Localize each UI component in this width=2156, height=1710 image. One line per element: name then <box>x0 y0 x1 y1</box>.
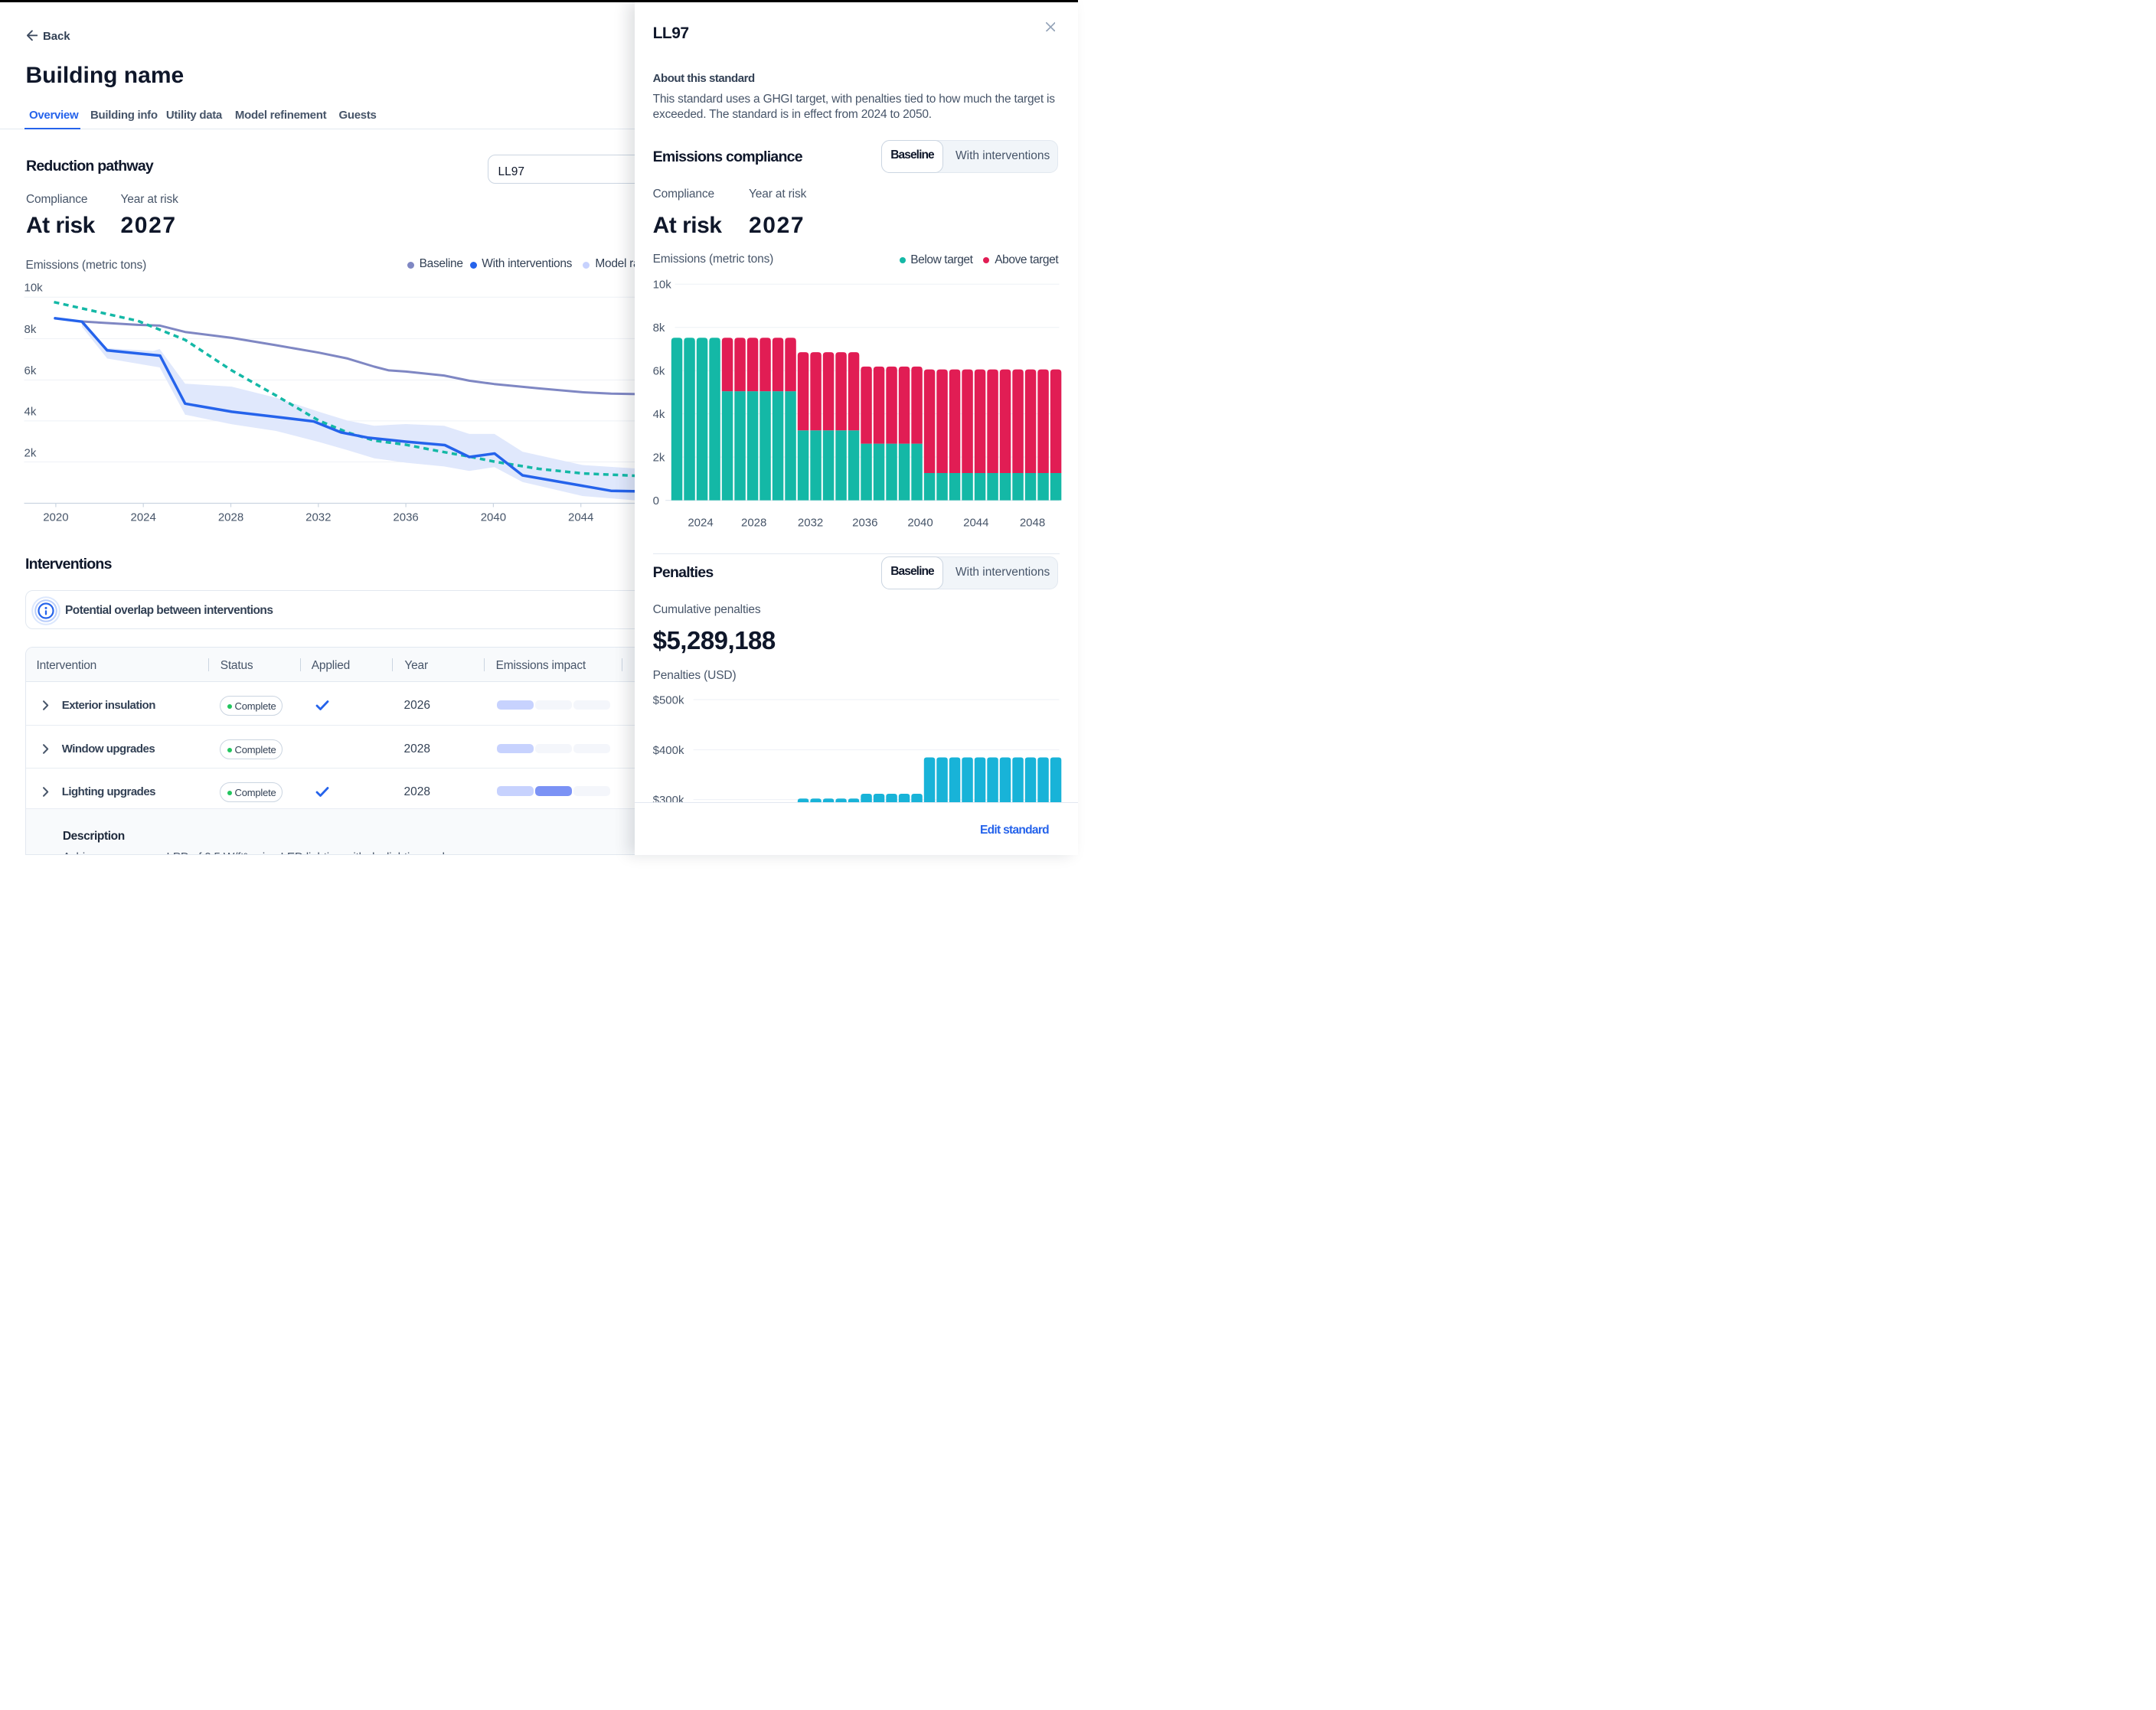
svg-text:2k: 2k <box>24 446 37 459</box>
svg-text:2k: 2k <box>653 451 665 464</box>
svg-text:2028: 2028 <box>741 517 766 530</box>
svg-text:2032: 2032 <box>305 511 331 524</box>
svg-text:$400k: $400k <box>653 744 684 757</box>
svg-text:2044: 2044 <box>568 511 593 524</box>
svg-text:2040: 2040 <box>481 511 506 524</box>
svg-text:2040: 2040 <box>907 517 933 530</box>
svg-text:2020: 2020 <box>43 511 68 524</box>
svg-text:6k: 6k <box>653 364 665 377</box>
svg-text:6k: 6k <box>24 364 37 377</box>
svg-text:10k: 10k <box>24 283 44 295</box>
svg-text:2036: 2036 <box>393 511 418 524</box>
svg-text:2028: 2028 <box>218 511 243 524</box>
svg-text:8k: 8k <box>24 323 37 336</box>
svg-text:2032: 2032 <box>798 517 823 530</box>
svg-text:0: 0 <box>653 494 659 507</box>
svg-text:4k: 4k <box>24 406 37 419</box>
svg-text:8k: 8k <box>653 321 665 334</box>
svg-text:$500k: $500k <box>653 693 684 707</box>
svg-text:10k: 10k <box>653 278 672 291</box>
svg-text:2024: 2024 <box>688 517 713 530</box>
svg-text:2048: 2048 <box>1020 517 1045 530</box>
svg-text:2036: 2036 <box>852 517 877 530</box>
svg-text:2024: 2024 <box>131 511 156 524</box>
svg-text:4k: 4k <box>653 408 665 421</box>
svg-text:$300k: $300k <box>653 794 684 802</box>
svg-text:2044: 2044 <box>963 517 988 530</box>
